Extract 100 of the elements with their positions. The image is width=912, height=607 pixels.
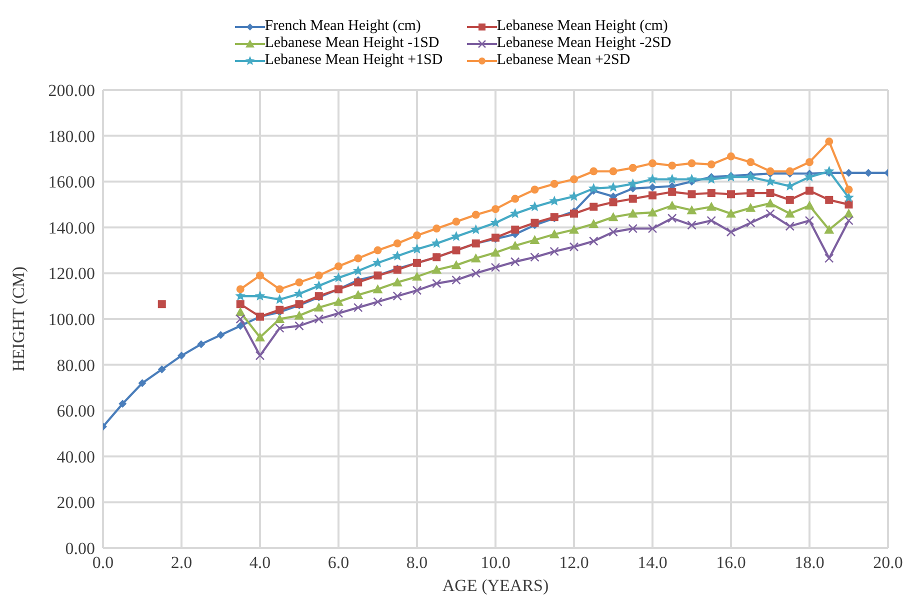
x-tick-label: 20.0 [873,553,903,572]
point [510,257,520,266]
point [530,234,540,244]
point [490,248,500,257]
point [628,164,637,172]
point [608,212,618,222]
point [745,172,756,182]
x-tick-label: 14.0 [638,553,668,572]
point [784,208,795,218]
point [766,167,774,176]
point [276,285,284,294]
point [254,290,266,301]
point [452,218,460,226]
x-tick-label: 12.0 [559,553,589,572]
point [334,262,342,270]
point [726,227,736,237]
point [844,192,854,202]
point [412,272,422,281]
point [352,265,364,276]
y-tick-label: 0.00 [65,539,95,558]
point [824,224,834,234]
point [372,284,383,294]
point [511,226,520,234]
point [158,365,166,374]
point [295,278,304,286]
legend-label: Lebanese Mean Height -2SD [496,35,672,52]
point [470,253,481,262]
point [568,190,580,201]
point [806,158,814,166]
point [490,217,501,228]
legend-label: Lebanese Mean Height -1SD [264,35,440,52]
point [510,240,520,250]
point [628,194,637,203]
point [490,262,500,272]
point [236,300,244,308]
legend-label: Lebanese Mean +2SD [496,52,630,69]
point [746,189,755,198]
point [530,252,540,262]
point [354,254,362,262]
point [707,160,716,168]
point [668,188,676,196]
point [746,218,756,228]
point [804,200,814,210]
y-tick-label: 20.00 [56,493,95,512]
point [334,296,344,306]
point [392,277,402,286]
point [648,183,656,192]
point [746,158,755,166]
point [825,196,834,204]
point [393,239,402,248]
legend-label: Lebanese Mean Height +1SD [264,52,443,69]
point [492,205,500,214]
point [844,168,853,177]
y-tick-label: 160.00 [48,172,95,192]
point [588,218,599,228]
y-tick-label: 60.00 [56,402,95,421]
point [255,350,265,360]
y-tick-label: 120.00 [48,264,95,284]
point [588,236,598,246]
x-tick-label: 18.0 [794,553,824,572]
point [844,216,854,226]
point [256,271,264,280]
y-tick-label: 200.00 [48,81,95,100]
point [648,191,656,200]
legend-label: Lebanese Mean Height (cm) [496,18,668,35]
point [550,246,560,256]
point [824,254,834,263]
point [274,314,285,323]
point [824,166,834,176]
point [353,290,364,299]
point [590,167,598,176]
point [530,218,539,227]
point [178,352,186,360]
point [668,162,676,170]
point [432,224,441,233]
point [608,227,618,237]
point [667,214,677,223]
point [666,174,678,184]
point [844,200,853,208]
point [844,186,853,194]
x-axis-title: AGE (YEARS) [442,576,549,595]
point [688,159,696,168]
x-tick-label: 6.0 [328,553,350,572]
point [511,194,520,203]
point [588,182,599,193]
point [530,201,540,212]
point [706,216,716,226]
point [609,198,618,206]
point [294,310,304,320]
point [294,321,304,331]
point [785,222,795,231]
y-tick-label: 40.00 [56,447,95,466]
point [118,400,127,408]
point [687,220,696,230]
point [274,324,284,333]
point [648,159,656,168]
point [550,180,558,188]
point [648,208,658,217]
point [648,224,658,234]
point [372,257,383,268]
